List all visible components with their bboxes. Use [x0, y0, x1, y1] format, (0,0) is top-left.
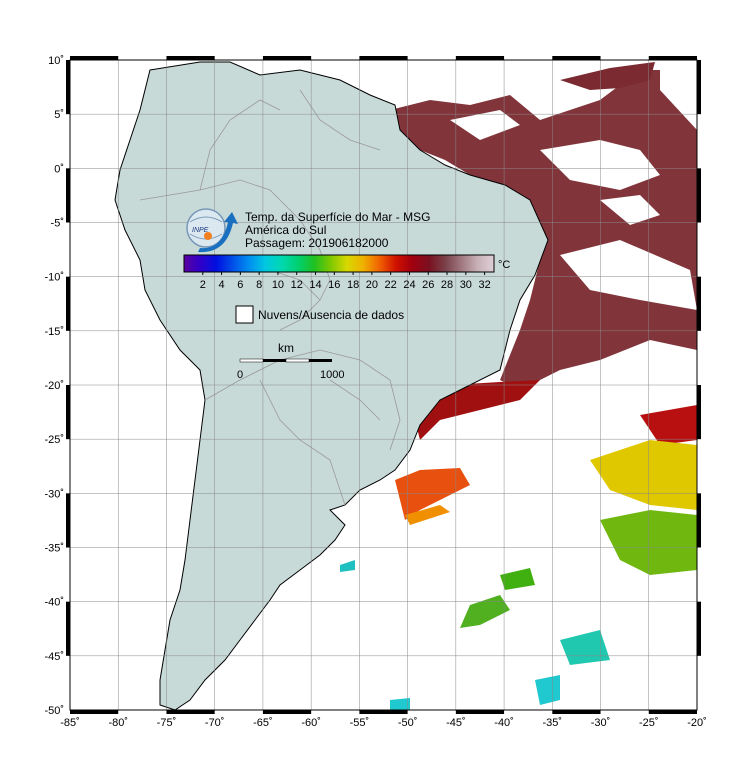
colorbar-tick-label: 30: [460, 279, 472, 291]
logo-text: INPE: [192, 227, 209, 234]
cloud-gap-4: [450, 110, 520, 140]
colorbar-tick-label: 2: [200, 279, 206, 291]
y-tick-label: -25˚: [44, 434, 64, 446]
colorbar-tick-label: 26: [422, 279, 434, 291]
x-tick-label: -60˚: [301, 717, 321, 729]
x-tick-label: -40˚: [494, 717, 514, 729]
colorbar-tick-label: 22: [385, 279, 397, 291]
y-tick-label: 0˚: [54, 163, 64, 175]
y-tick-label: 10˚: [48, 55, 64, 67]
x-tick-label: -85˚: [60, 717, 80, 729]
sst-yellow-patch: [590, 440, 697, 510]
x-tick-label: -55˚: [350, 717, 370, 729]
x-tick-label: -25˚: [639, 717, 659, 729]
colorbar: [183, 254, 495, 273]
scale-bar: [239, 358, 332, 363]
cloud-gap-1: [540, 140, 660, 190]
cloud-gap-2: [560, 240, 697, 310]
colorbar-unit: °C: [498, 259, 510, 271]
x-tick-label: -70˚: [205, 717, 225, 729]
cloud-legend-label: Nuvens/Ausencia de dados: [258, 308, 404, 322]
sst-orange-patch: [395, 468, 470, 520]
sst-green-patch: [600, 510, 697, 575]
sst-cyan-west: [340, 560, 355, 572]
y-axis-labels: 10˚ 5˚ 0˚ -5˚ -10˚ -15˚ -20˚ -25˚ -30˚ -35˚ -40˚ -4…: [44, 55, 64, 717]
y-tick-label: -35˚: [44, 543, 64, 555]
x-tick-label: -20˚: [687, 717, 707, 729]
sst-orange-strip: [405, 505, 450, 525]
y-tick-label: 5˚: [54, 109, 64, 121]
colorbar-tick-label: 18: [347, 279, 359, 291]
x-tick-label: -80˚: [108, 717, 128, 729]
x-axis-labels: -85˚ -80˚ -75˚ -70˚ -65˚ -60˚ -55˚ -50˚ -45˚ -40˚…: [60, 717, 707, 729]
title-line-1: Temp. da Superfície do Mar - MSG: [245, 210, 430, 224]
colorbar-tick-label: 28: [441, 279, 453, 291]
colorbar-tick-label: 4: [219, 279, 225, 291]
colorbar-tick-label: 20: [366, 279, 378, 291]
sst-cyan-south: [535, 675, 560, 705]
country-borders: [139, 89, 401, 506]
colorbar-tick-label: 12: [291, 279, 303, 291]
x-tick-label: -35˚: [543, 717, 563, 729]
y-tick-label: -30˚: [44, 488, 64, 500]
colorbar-ticks: 2 4 6 8 10 12 14 16 18 20 22 24 26 28 30 32: [200, 272, 491, 291]
sst-cyan-bottom: [390, 698, 410, 710]
colorbar-tick-label: 32: [478, 279, 490, 291]
colorbar-tick-label: 10: [272, 279, 284, 291]
logo-arrow-icon: [198, 212, 238, 253]
sst-cyan-patch: [560, 630, 610, 665]
inpe-logo: INPE: [186, 208, 238, 253]
y-tick-label: -15˚: [44, 326, 64, 338]
title-line-3: Passagem: 201906182000: [245, 236, 389, 250]
colorbar-tick-label: 6: [237, 279, 243, 291]
y-tick-label: -20˚: [44, 380, 64, 392]
cloud-gap-3: [600, 195, 660, 225]
title-line-2: América do Sul: [245, 223, 326, 237]
scale-bar-start: 0: [237, 369, 243, 381]
sst-green-blob: [500, 568, 535, 590]
y-tick-label: -45˚: [44, 651, 64, 663]
x-tick-label: -30˚: [591, 717, 611, 729]
x-tick-label: -45˚: [446, 717, 466, 729]
graticule: [70, 60, 697, 710]
frame-ticks: [66, 56, 701, 714]
scale-bar-end: 1000: [320, 369, 344, 381]
scale-bar-unit: km: [278, 341, 294, 355]
x-tick-label: -65˚: [253, 717, 273, 729]
x-tick-label: -75˚: [157, 717, 177, 729]
y-tick-label: -10˚: [44, 272, 64, 284]
sst-warm-north-patch: [560, 62, 655, 90]
colorbar-tick-label: 24: [403, 279, 415, 291]
cloud-legend-swatch: [235, 305, 254, 324]
x-tick-label: -50˚: [398, 717, 418, 729]
colorbar-tick-label: 16: [328, 279, 340, 291]
sst-red-patch-2: [640, 405, 697, 445]
colorbar-tick-label: 8: [256, 279, 262, 291]
y-tick-label: -5˚: [51, 218, 64, 230]
y-tick-label: -40˚: [44, 597, 64, 609]
colorbar-tick-label: 14: [309, 279, 321, 291]
sst-green-sw: [460, 595, 510, 628]
y-tick-label: -50˚: [44, 705, 64, 717]
